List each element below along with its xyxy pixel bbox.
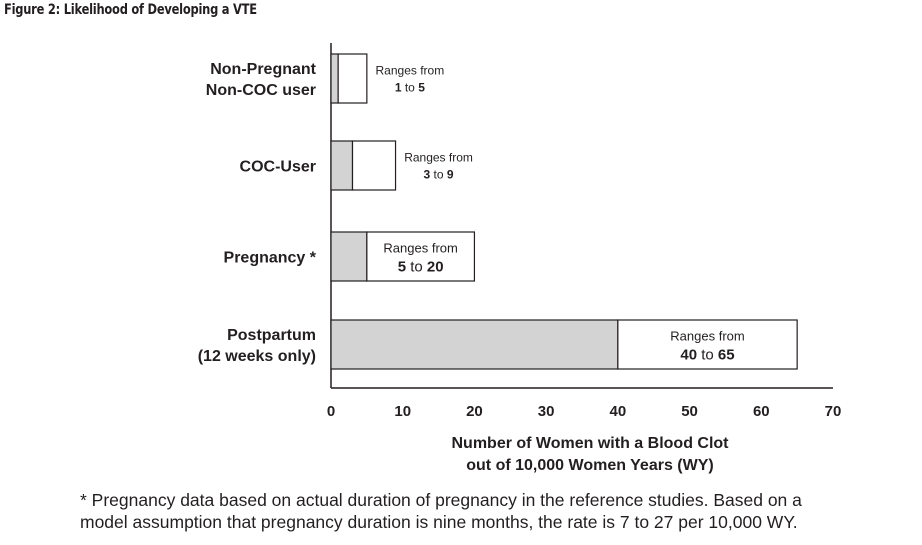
bar-range-segment: [617, 319, 798, 370]
x-tick-label: 30: [538, 403, 555, 420]
range-label-values: 3 to 9: [424, 168, 454, 182]
category-label: Postpartum: [227, 327, 316, 344]
range-label-prefix: Ranges from: [383, 241, 457, 256]
x-tick-label: 0: [327, 403, 335, 420]
bar-range-segment: [366, 231, 476, 282]
x-tick-label: 20: [466, 403, 483, 420]
range-low-value: 3: [424, 168, 431, 182]
range-label-values: 5 to 20: [398, 259, 444, 276]
range-high-value: 65: [718, 347, 735, 364]
range-low-value: 5: [398, 259, 406, 276]
range-label-prefix: Ranges from: [404, 151, 473, 165]
range-low-value: 1: [395, 81, 402, 95]
range-high-value: 5: [418, 81, 425, 95]
range-to-word: to: [430, 168, 447, 182]
footnote-line-2: model assumption that pregnancy duration…: [80, 512, 798, 532]
bar-range-segment: [351, 140, 397, 191]
range-label-values: 1 to 5: [395, 81, 425, 95]
range-label-prefix: Ranges from: [376, 64, 445, 78]
range-to-word: to: [406, 259, 427, 276]
x-tick-label: 10: [394, 403, 411, 420]
category-label: Pregnancy *: [224, 250, 317, 267]
range-high-value: 20: [427, 259, 444, 276]
category-label: (12 weeks only): [198, 348, 316, 365]
footnote-line-1: * Pregnancy data based on actual duratio…: [80, 490, 802, 510]
x-tick-label: 50: [681, 403, 698, 420]
category-label: Non-Pregnant: [210, 61, 316, 78]
x-axis-label-line-2: out of 10,000 Women Years (WY): [466, 457, 714, 474]
bar-low-segment: [330, 53, 339, 104]
bar-chart: 0 10 20 30 40 50 60 70 Non-Pregnant Non-COC user R…: [198, 43, 842, 420]
x-tick-label: 70: [825, 403, 842, 420]
category-label: COC-User: [240, 159, 316, 176]
bar-range-segment: [337, 53, 368, 104]
bar-low-segment: [330, 231, 368, 282]
bar-low-segment: [330, 140, 354, 191]
category-label: Non-COC user: [206, 82, 316, 99]
x-axis-label-line-1: Number of Women with a Blood Clot: [451, 435, 729, 452]
footnote: * Pregnancy data based on actual duratio…: [80, 489, 802, 533]
range-high-value: 9: [447, 168, 454, 182]
range-low-value: 40: [680, 347, 697, 364]
range-to-word: to: [402, 81, 419, 95]
range-label-values: 40 to 65: [680, 347, 734, 364]
x-tick-label: 60: [753, 403, 770, 420]
range-label-prefix: Ranges from: [670, 329, 744, 344]
range-to-word: to: [697, 347, 718, 364]
figure-title: Figure 2: Likelihood of Developing a VTE: [4, 2, 257, 18]
x-tick-label: 40: [610, 403, 627, 420]
bar-low-segment: [330, 319, 619, 370]
